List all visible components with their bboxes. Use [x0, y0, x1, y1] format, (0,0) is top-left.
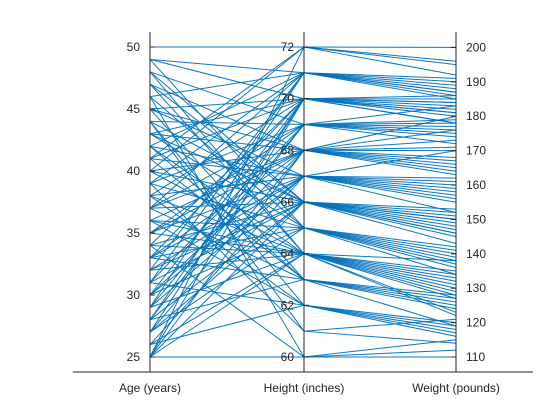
tick-label: 150	[466, 212, 486, 226]
tick-label: 110	[466, 350, 485, 364]
tick-label: 45	[127, 102, 141, 116]
axis-label-1: Age (years)	[119, 381, 181, 395]
tick-label: 180	[466, 109, 486, 123]
tick-label: 66	[281, 195, 295, 209]
data-line-85	[149, 108, 457, 151]
data-line-47	[149, 72, 457, 271]
tick-label: 50	[127, 40, 141, 54]
data-line-31	[149, 98, 457, 197]
tick-label: 170	[466, 144, 486, 158]
data-line-66	[149, 253, 457, 346]
tick-label: 64	[281, 247, 295, 261]
tick-label: 40	[127, 164, 141, 178]
tick-label: 70	[281, 92, 295, 106]
tick-label: 130	[466, 281, 486, 295]
tick-label: 68	[281, 143, 295, 157]
axes: 25 30 35 40 45 50 Age (years) 60 62 64 66 68 70 72 Hei…	[119, 32, 500, 395]
tick-label: 160	[466, 178, 486, 192]
tick-label: 62	[281, 298, 295, 312]
axis-label-2: Height (inches)	[264, 381, 345, 395]
tick-label: 35	[127, 226, 141, 240]
data-line-61	[149, 278, 457, 321]
data-line-79	[149, 220, 457, 296]
tick-label: 140	[466, 247, 486, 261]
tick-label: 60	[281, 350, 295, 364]
tick-label: 200	[466, 40, 486, 54]
data-line-40	[149, 232, 457, 282]
tick-label: 120	[466, 316, 486, 330]
tick-label: 190	[466, 75, 486, 89]
tick-label: 72	[281, 40, 295, 54]
data-lines	[149, 46, 457, 358]
tick-label: 25	[127, 350, 141, 364]
tick-label: 30	[127, 288, 141, 302]
axis-label-3: Weight (pounds)	[412, 381, 500, 395]
